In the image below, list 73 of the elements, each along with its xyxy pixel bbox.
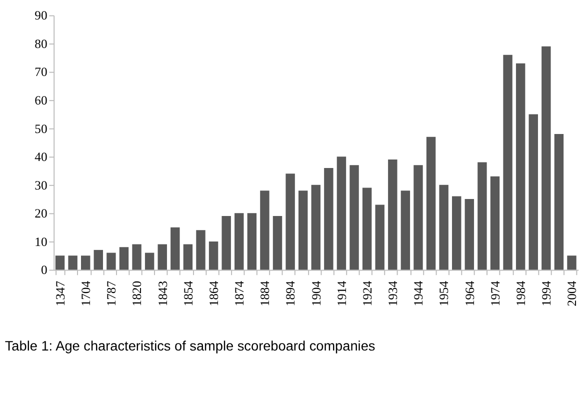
bar: [324, 168, 334, 270]
x-tick-label: 1904: [309, 280, 324, 306]
bar: [554, 134, 564, 270]
x-tick-label: 1874: [232, 280, 247, 306]
bar: [503, 54, 512, 270]
bar: [106, 252, 116, 270]
x-tick-label: 1704: [78, 280, 93, 306]
x-tick-label: 1974: [488, 280, 502, 306]
x-tick-label: 1984: [514, 280, 528, 306]
bar: [68, 256, 78, 270]
bar: [298, 190, 308, 270]
bar: [439, 184, 448, 270]
bar: [272, 216, 282, 270]
x-tick-label: 1914: [334, 280, 349, 306]
y-tick-label: 60: [34, 93, 48, 108]
bar: [464, 199, 474, 270]
bar: [119, 247, 129, 270]
bar: [144, 252, 154, 270]
bar: [247, 213, 257, 270]
y-tick-label: 50: [34, 122, 48, 136]
x-tick-label: 1820: [130, 280, 144, 306]
bar: [414, 165, 423, 270]
y-tick-label: 90: [34, 8, 48, 23]
x-tick-label: 1854: [181, 280, 196, 306]
x-tick-label: 1894: [284, 280, 298, 306]
y-tick-label: 70: [34, 65, 48, 80]
bar: [400, 190, 410, 270]
y-tick-label: 30: [34, 178, 48, 192]
bar: [528, 114, 538, 270]
bar: [222, 216, 231, 270]
bar: [55, 256, 65, 270]
x-tick-label: 2004: [565, 280, 580, 306]
bar: [286, 174, 295, 270]
x-tick-label: 1964: [462, 280, 477, 306]
x-tick-label: 1787: [104, 280, 119, 306]
y-tick-label: 80: [34, 36, 48, 51]
bar: [478, 162, 487, 270]
x-tick-label: 1843: [156, 280, 170, 306]
bar: [516, 63, 526, 270]
caption: Table 1: Age characteristics of sample scoreboard companies: [4, 338, 376, 354]
x-tick-label: 1924: [360, 280, 374, 306]
bar: [132, 244, 142, 270]
bar: [158, 244, 167, 270]
bar: [170, 227, 180, 270]
x-tick-label: 1934: [386, 280, 400, 306]
y-tick-label: 0: [40, 263, 48, 278]
bar: [234, 213, 244, 270]
bar: [260, 190, 270, 270]
x-tick-label: 1864: [206, 280, 221, 306]
bar: [208, 241, 218, 270]
x-tick-label: 1347: [53, 280, 68, 306]
bar: [336, 156, 346, 270]
bar: [350, 165, 359, 270]
bar: [81, 256, 90, 270]
x-tick-label: 1994: [540, 280, 554, 306]
bar: [490, 176, 500, 270]
bar: [375, 204, 384, 270]
x-tick-label: 1884: [258, 280, 272, 306]
bar: [362, 188, 372, 270]
bar: [567, 256, 576, 270]
bar: [183, 244, 193, 270]
bar: [426, 136, 436, 270]
y-tick-label: 40: [34, 150, 48, 164]
bar: [94, 250, 104, 270]
bar: [452, 196, 462, 270]
bar: [196, 230, 206, 270]
bar: [388, 159, 398, 270]
x-tick-label: 1944: [412, 280, 426, 306]
y-tick-label: 20: [34, 206, 48, 221]
bar: [311, 184, 320, 270]
y-tick-label: 10: [34, 234, 48, 249]
bar: [542, 46, 551, 270]
x-tick-label: 1954: [437, 280, 452, 306]
